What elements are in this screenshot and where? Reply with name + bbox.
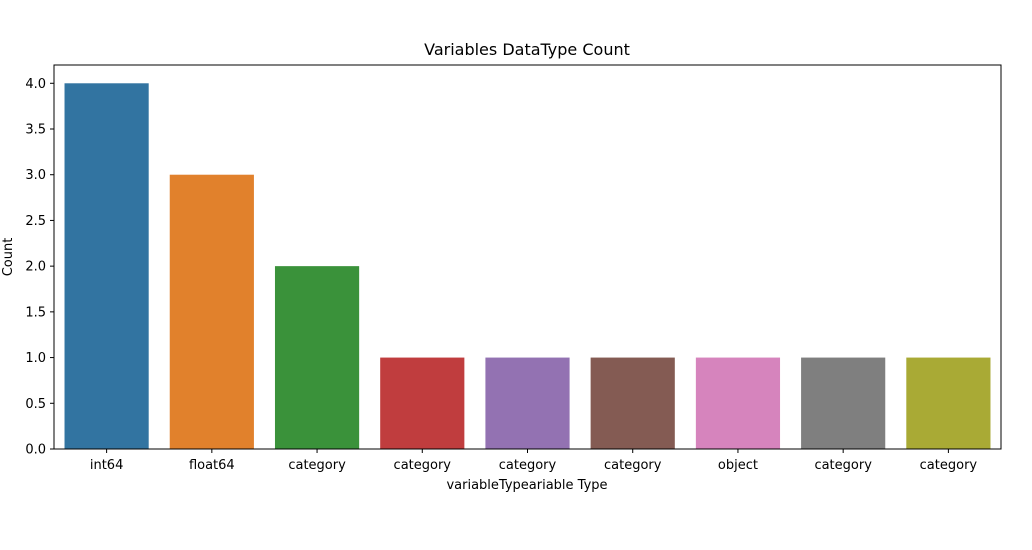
y-tick-label: 1.5 [25,305,46,320]
y-axis-label: Count [1,238,16,277]
bar-3-category [380,357,465,449]
x-tick-label: int64 [90,458,124,473]
x-tick-label: category [394,458,452,473]
x-axis-label: variableTypeariable Type [446,478,607,493]
y-tick-label: 0.0 [25,443,46,458]
x-tick-label: category [604,458,662,473]
y-tick-label: 2.5 [25,214,46,229]
bar-7-category [801,357,886,449]
bar-6-object [695,357,781,449]
x-tick-label: category [920,458,978,473]
y-tick-label: 1.0 [25,351,46,366]
bar-0-int64 [64,83,149,449]
bar-5-category [590,357,675,449]
bar-4-category [485,357,570,449]
x-tick-label: object [718,458,758,473]
y-tick-label: 3.5 [25,123,46,138]
x-tick-label: category [814,458,872,473]
x-tick-label: category [288,458,346,473]
bars-layer [64,83,991,449]
bar-1-float64 [169,174,254,449]
y-axis-ticks: 0.0 0.5 1.0 1.5 2.0 2.5 3.0 3.5 4.0 [25,77,54,458]
bar-2-category [274,266,360,449]
x-tick-label: category [499,458,557,473]
x-tick-label: float64 [189,458,235,473]
y-tick-label: 2.0 [25,260,46,275]
x-axis-ticks: int64 float64 category category category cate… [90,449,978,473]
plot-frame [53,64,1002,450]
chart-title: Variables DataType Count [424,40,630,59]
y-tick-label: 4.0 [25,77,46,92]
bar-8-category [906,357,991,449]
y-tick-label: 3.0 [25,168,46,183]
y-tick-label: 0.5 [25,397,46,412]
